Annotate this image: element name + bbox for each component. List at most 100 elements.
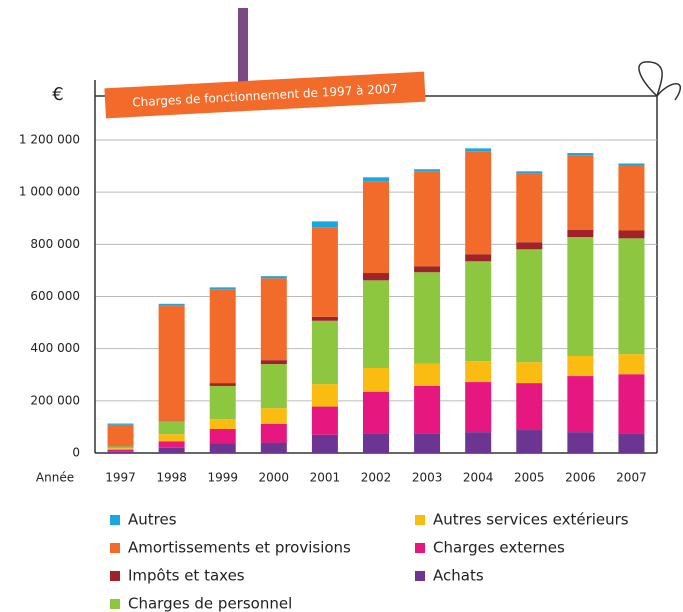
x-tick-label: 1998 xyxy=(156,471,187,485)
legend-swatch xyxy=(110,571,120,581)
bar-segment xyxy=(158,303,185,306)
y-tick-label: 1 200 000 xyxy=(19,133,80,147)
bar-segment xyxy=(618,165,645,231)
bar-segment xyxy=(107,449,134,452)
bar-segment xyxy=(465,361,492,383)
y-axis-label: € xyxy=(52,84,63,105)
bar-segment xyxy=(260,276,287,279)
y-tick-label: 200 000 xyxy=(30,393,80,407)
bar-segment xyxy=(260,360,287,365)
bar-segment xyxy=(567,237,594,356)
bar-segment xyxy=(465,261,492,362)
bar-segment xyxy=(465,382,492,433)
bar-segment xyxy=(260,364,287,409)
x-tick-label: 2001 xyxy=(310,471,341,485)
bar-segment xyxy=(107,448,134,450)
bar-segment xyxy=(516,430,543,453)
bar-segment xyxy=(567,229,594,238)
bar-segment xyxy=(311,221,338,228)
bar-segment xyxy=(260,278,287,361)
bar-segment xyxy=(618,354,645,375)
bar-segment xyxy=(618,230,645,239)
bar-segment xyxy=(107,446,134,449)
bar-segment xyxy=(209,419,236,430)
x-tick-label: 2007 xyxy=(616,471,647,485)
x-axis-label: Année xyxy=(36,471,74,485)
bar-segment xyxy=(107,451,134,453)
bar-segment xyxy=(414,433,441,453)
y-tick-label: 0 xyxy=(72,446,80,460)
bar-segment xyxy=(363,273,389,281)
pin xyxy=(238,8,248,82)
x-tick-label: 2002 xyxy=(361,471,392,485)
bar-segment xyxy=(516,171,543,174)
legend-label: Autres services extérieurs xyxy=(433,511,629,529)
bar-segment xyxy=(363,280,389,368)
x-tick-label: 1999 xyxy=(207,471,238,485)
bar-segment xyxy=(465,148,492,152)
bar-segment xyxy=(516,242,543,250)
bar-segment xyxy=(311,434,338,453)
x-tick-label: 2000 xyxy=(259,471,290,485)
bar-segment xyxy=(567,376,594,433)
bar-segment xyxy=(209,443,236,453)
legend-swatch xyxy=(110,515,120,525)
bar-segment xyxy=(209,385,236,420)
bar-segment xyxy=(567,155,594,230)
legend-label: Amortissements et provisions xyxy=(128,539,351,557)
bar-segment xyxy=(465,254,492,262)
legend-label: Autres xyxy=(128,511,177,529)
legend-swatch xyxy=(415,515,425,525)
bar-segment xyxy=(107,424,134,446)
bar-segment xyxy=(516,383,543,431)
bar-segment xyxy=(158,420,185,422)
bar-segment xyxy=(311,316,338,321)
bar-segment xyxy=(158,447,185,453)
bar-segment xyxy=(209,287,236,290)
legend-swatch xyxy=(110,543,120,553)
bar-segment xyxy=(311,227,338,317)
bar-segment xyxy=(618,163,645,166)
bar-segment xyxy=(414,169,441,172)
bar-segment xyxy=(414,272,441,364)
bar-segment xyxy=(158,441,185,448)
legend-label: Charges de personnel xyxy=(128,595,292,612)
legend-label: Impôts et taxes xyxy=(128,567,245,585)
bar-segment xyxy=(363,181,389,274)
bar-segment xyxy=(414,266,441,273)
bar-segment xyxy=(363,177,389,182)
bar-segment xyxy=(465,432,492,453)
y-tick-label: 400 000 xyxy=(30,341,80,355)
legend-swatch xyxy=(110,599,120,609)
y-tick-label: 800 000 xyxy=(30,237,80,251)
bar-segment xyxy=(618,238,645,355)
bar-segment xyxy=(363,367,389,392)
bar-segment xyxy=(414,363,441,386)
bar-segment xyxy=(260,442,287,453)
x-tick-label: 2003 xyxy=(412,471,443,485)
bar-segment xyxy=(260,408,287,424)
bar-segment xyxy=(567,355,594,377)
x-tick-label: 1997 xyxy=(105,471,136,485)
legend-swatch xyxy=(415,543,425,553)
bar-segment xyxy=(107,423,134,425)
bar-segment xyxy=(107,445,134,447)
bar-segment xyxy=(567,432,594,453)
bar-segment xyxy=(158,305,185,421)
bar-segment xyxy=(260,423,287,443)
title-tag xyxy=(104,71,426,119)
bar-segment xyxy=(158,421,185,435)
bar-segment xyxy=(363,391,389,434)
bar-segment xyxy=(567,153,594,156)
bar-segment xyxy=(158,434,185,442)
legend-label: Achats xyxy=(433,567,484,585)
bar-segment xyxy=(209,429,236,444)
bar-segment xyxy=(516,173,543,243)
x-tick-label: 2005 xyxy=(514,471,545,485)
bar-segment xyxy=(618,433,645,453)
x-tick-label: 2006 xyxy=(565,471,596,485)
bar-segment xyxy=(618,374,645,434)
bar-segment xyxy=(516,362,543,384)
y-tick-label: 1 000 000 xyxy=(19,185,80,199)
